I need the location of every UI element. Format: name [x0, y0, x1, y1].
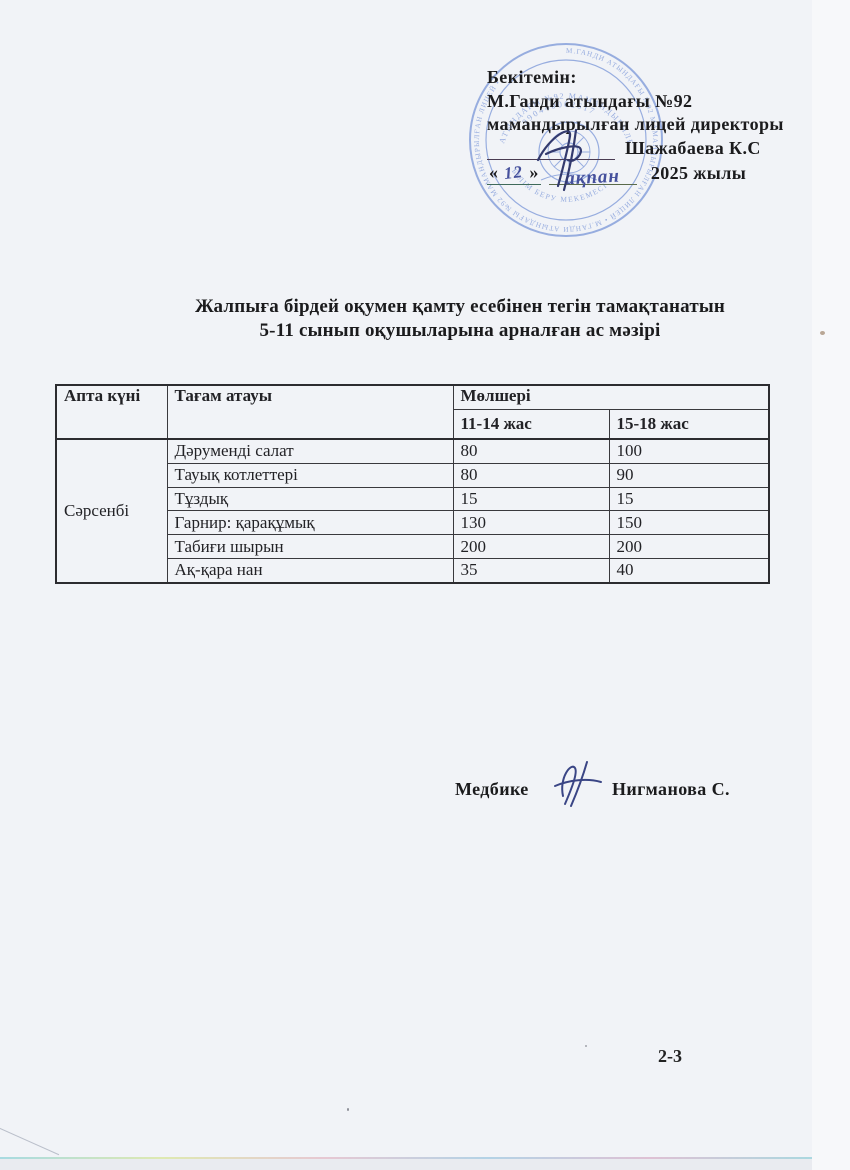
approval-block: Бекітемін: М.Ганди атындағы №92 мамандыр… [487, 66, 807, 189]
nurse-label: Медбике [455, 779, 529, 799]
title-line-2: 5-11 сынып оқушыларына арналған ас мәзір… [259, 320, 661, 341]
handwritten-day: 12 [503, 161, 525, 183]
day-cell: Сәрсенбі [55, 438, 168, 584]
header-dish: Тағам атауы [166, 384, 454, 440]
header-amount: Мөлшері [452, 384, 770, 410]
approval-line-1: Бекітемін: [487, 67, 577, 87]
amount-11-14-cell: 15 [452, 486, 610, 512]
amount-11-14-cell: 200 [452, 534, 610, 559]
approval-line-2: М.Ганди атындағы №92 [487, 90, 693, 111]
director-signature-scribble [536, 128, 582, 192]
scanner-background-right [812, 0, 850, 1170]
table-row: Тауық котлеттері 80 90 [56, 462, 770, 488]
date-day-group: « 12 » [487, 161, 541, 185]
dish-cell: Гарнир: қарақұмық [166, 510, 454, 536]
header-age-15-18: 15-18 жас [608, 409, 770, 440]
director-name: Шажабаева К.С [625, 137, 761, 158]
dish-cell: Дәруменді салат [166, 438, 454, 464]
amount-11-14-cell: 35 [452, 557, 610, 584]
scan-speck [820, 331, 825, 335]
scan-speck [347, 1108, 349, 1111]
director-signature-line: Шажабаева К.С [487, 137, 807, 160]
stamp-inner-ring [485, 59, 647, 221]
date-month-blank: ақпан [548, 164, 637, 189]
table-header-row-2: 11-14 жас 15-18 жас [56, 409, 770, 440]
amount-15-18-cell: 90 [608, 462, 770, 488]
amount-11-14-cell: 130 [452, 510, 610, 536]
amount-11-14-cell: 80 [452, 438, 610, 464]
amount-15-18-cell: 15 [608, 486, 770, 512]
stamp-outer-ring [469, 43, 663, 237]
nurse-name: Нигманова С. [612, 779, 730, 799]
table-row: Ақ-қара нан 35 40 [56, 557, 770, 584]
dish-cell: Тұздық [166, 486, 454, 512]
amount-11-14-cell: 80 [452, 462, 610, 488]
amount-15-18-cell: 200 [608, 534, 770, 559]
menu-table: Апта күні Тағам атауы Мөлшері 11-14 жас … [55, 384, 771, 584]
date-year: 2025 жылы [650, 162, 747, 183]
scanner-background-bottom [0, 1159, 812, 1170]
amount-15-18-cell: 40 [608, 557, 770, 584]
amount-15-18-cell: 100 [608, 438, 770, 464]
document-title: Жалпыға бірдей оқумен қамту есебінен тег… [110, 295, 810, 343]
amount-15-18-cell: 150 [608, 510, 770, 536]
dish-cell: Ақ-қара нан [166, 557, 454, 584]
header-age-11-14: 11-14 жас [452, 409, 610, 440]
approval-date-line: « 12 » ақпан 2025 жылы [487, 161, 807, 189]
approval-line-3: мамандырылған лицей директоры [487, 114, 784, 134]
signature-blank [487, 141, 615, 160]
quote-open: « [489, 161, 499, 182]
title-line-1: Жалпыға бірдей оқумен қамту есебінен тег… [194, 296, 726, 317]
dish-cell: Тауық котлеттері [166, 462, 454, 488]
paper-bottom-edge [0, 1157, 812, 1159]
dish-cell: Табиғи шырын [166, 534, 454, 559]
table-row: Сәрсенбі Дәруменді салат 80 100 [55, 438, 770, 584]
quote-close: » [529, 161, 539, 182]
table-row: Гарнир: қарақұмық 130 150 [56, 510, 770, 536]
header-day: Апта күні [55, 384, 168, 440]
scan-speck [585, 1045, 587, 1047]
table-header-row-1: Апта күні Тағам атауы Мөлшері [55, 384, 770, 440]
page-number: 2-3 [658, 1046, 682, 1066]
nurse-signature-scribble [554, 761, 602, 807]
official-round-stamp: М.ГАНДИ АТЫНДАҒЫ №92 МАМАНДЫРЫЛҒАН ЛИЦЕЙ… [466, 40, 666, 240]
